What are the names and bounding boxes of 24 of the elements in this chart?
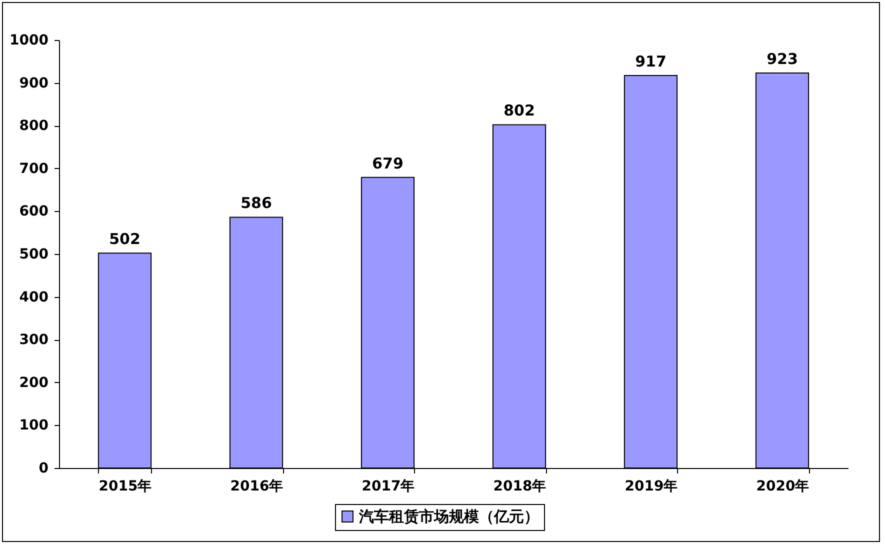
x-tick-label: 2017年	[362, 478, 415, 494]
y-tick-label: 200	[19, 374, 49, 391]
y-tick-label: 600	[19, 204, 49, 220]
data-label: 923	[766, 50, 798, 68]
y-tick-label: 700	[19, 160, 49, 177]
y-tick-label: 800	[19, 118, 49, 134]
y-tick-label: 400	[19, 289, 49, 306]
data-label: 502	[109, 230, 140, 248]
data-label: 679	[372, 154, 404, 172]
x-tick-label: 2020年	[756, 478, 810, 494]
y-tick-label: 500	[19, 246, 49, 262]
x-tick-label: 2018年	[493, 478, 546, 494]
x-tick-label: 2016年	[230, 478, 284, 494]
y-tick-label: 1000	[10, 32, 49, 48]
legend-label: 汽车租赁市场规模（亿元）	[358, 508, 539, 526]
data-label: 586	[240, 194, 272, 212]
y-tick-label: 0	[38, 460, 49, 476]
x-tick-label: 2019年	[624, 478, 678, 494]
data-label: 917	[635, 52, 666, 71]
data-label: 802	[504, 102, 535, 120]
x-tick-label: 2015年	[98, 478, 152, 494]
y-tick-label: 300	[19, 332, 49, 348]
y-tick-label: 900	[19, 75, 49, 92]
y-tick-label: 100	[19, 418, 49, 434]
